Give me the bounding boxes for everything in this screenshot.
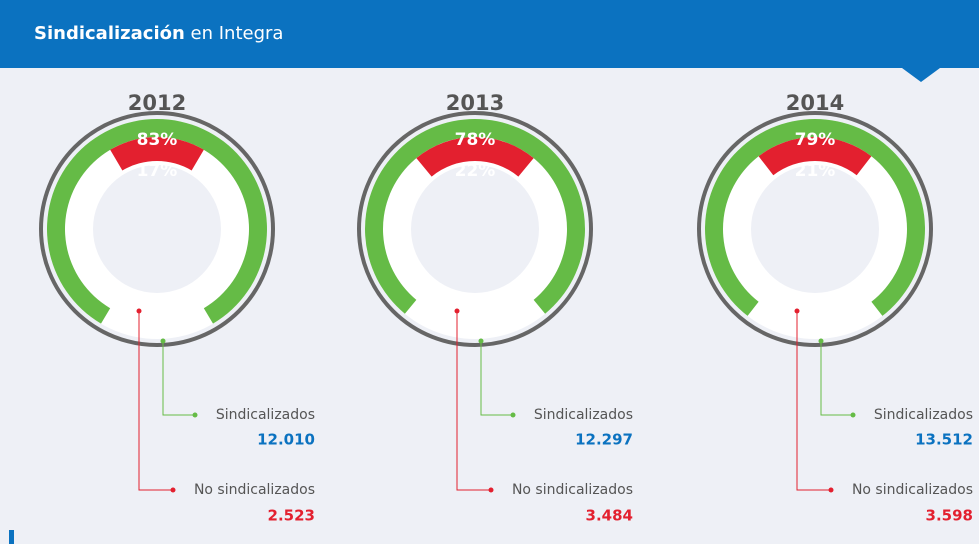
year-title: 2012 xyxy=(128,91,186,115)
percent-label: 78% xyxy=(455,130,496,150)
outer-ring xyxy=(357,111,593,347)
percent-label: 17% xyxy=(137,161,178,181)
percent-label: 21% xyxy=(795,161,836,181)
legend-label: Sindicalizados xyxy=(216,407,315,423)
header-pointer xyxy=(902,68,940,82)
count-label: 13.512 xyxy=(915,431,973,449)
corner-mark xyxy=(9,530,14,544)
outer-ring xyxy=(39,111,275,347)
no-sindicalizados-arc xyxy=(110,137,204,171)
inner-core xyxy=(411,165,539,293)
header-bar xyxy=(0,0,979,68)
year-title: 2014 xyxy=(786,91,844,115)
leader-dot xyxy=(454,308,460,314)
leader-dot xyxy=(136,308,142,314)
leader-line xyxy=(138,311,173,491)
year-title: 2013 xyxy=(446,91,504,115)
leader-line xyxy=(162,341,195,416)
percent-label: 83% xyxy=(137,130,178,150)
legend-label: No sindicalizados xyxy=(852,482,973,498)
leader-line xyxy=(820,341,853,416)
percent-label: 79% xyxy=(795,130,836,150)
inner-core xyxy=(751,165,879,293)
leader-dot xyxy=(478,338,484,344)
legend-label: Sindicalizados xyxy=(534,407,633,423)
no-sindicalizados-arc xyxy=(416,137,534,177)
no-sindicalizados-arc xyxy=(758,137,872,176)
count-label: 2.523 xyxy=(268,507,315,525)
leader-dot xyxy=(818,338,824,344)
inner-core xyxy=(93,165,221,293)
percent-label: 22% xyxy=(455,161,496,181)
count-label: 3.598 xyxy=(926,507,973,525)
count-label: 12.010 xyxy=(257,431,315,449)
leader-dot xyxy=(794,308,800,314)
leader-line xyxy=(456,311,491,491)
legend-label: No sindicalizados xyxy=(194,482,315,498)
count-label: 3.484 xyxy=(586,507,633,525)
leader-dot xyxy=(510,412,516,418)
legend-label: No sindicalizados xyxy=(512,482,633,498)
leader-dot xyxy=(828,487,834,493)
header-title-bold: Sindicalización xyxy=(34,23,185,44)
header-title-rest: en Integra xyxy=(191,23,284,44)
leader-dot xyxy=(192,412,198,418)
sindicalizados-arc xyxy=(364,119,585,314)
outer-ring xyxy=(697,111,933,347)
leader-line xyxy=(796,311,831,491)
header-title: Sindicalización en Integra xyxy=(34,23,283,44)
leader-dot xyxy=(850,412,856,418)
leader-dot xyxy=(170,487,176,493)
count-label: 12.297 xyxy=(575,431,633,449)
leader-line xyxy=(480,341,513,416)
legend-label: Sindicalizados xyxy=(874,407,973,423)
leader-dot xyxy=(160,338,166,344)
leader-dot xyxy=(488,487,494,493)
